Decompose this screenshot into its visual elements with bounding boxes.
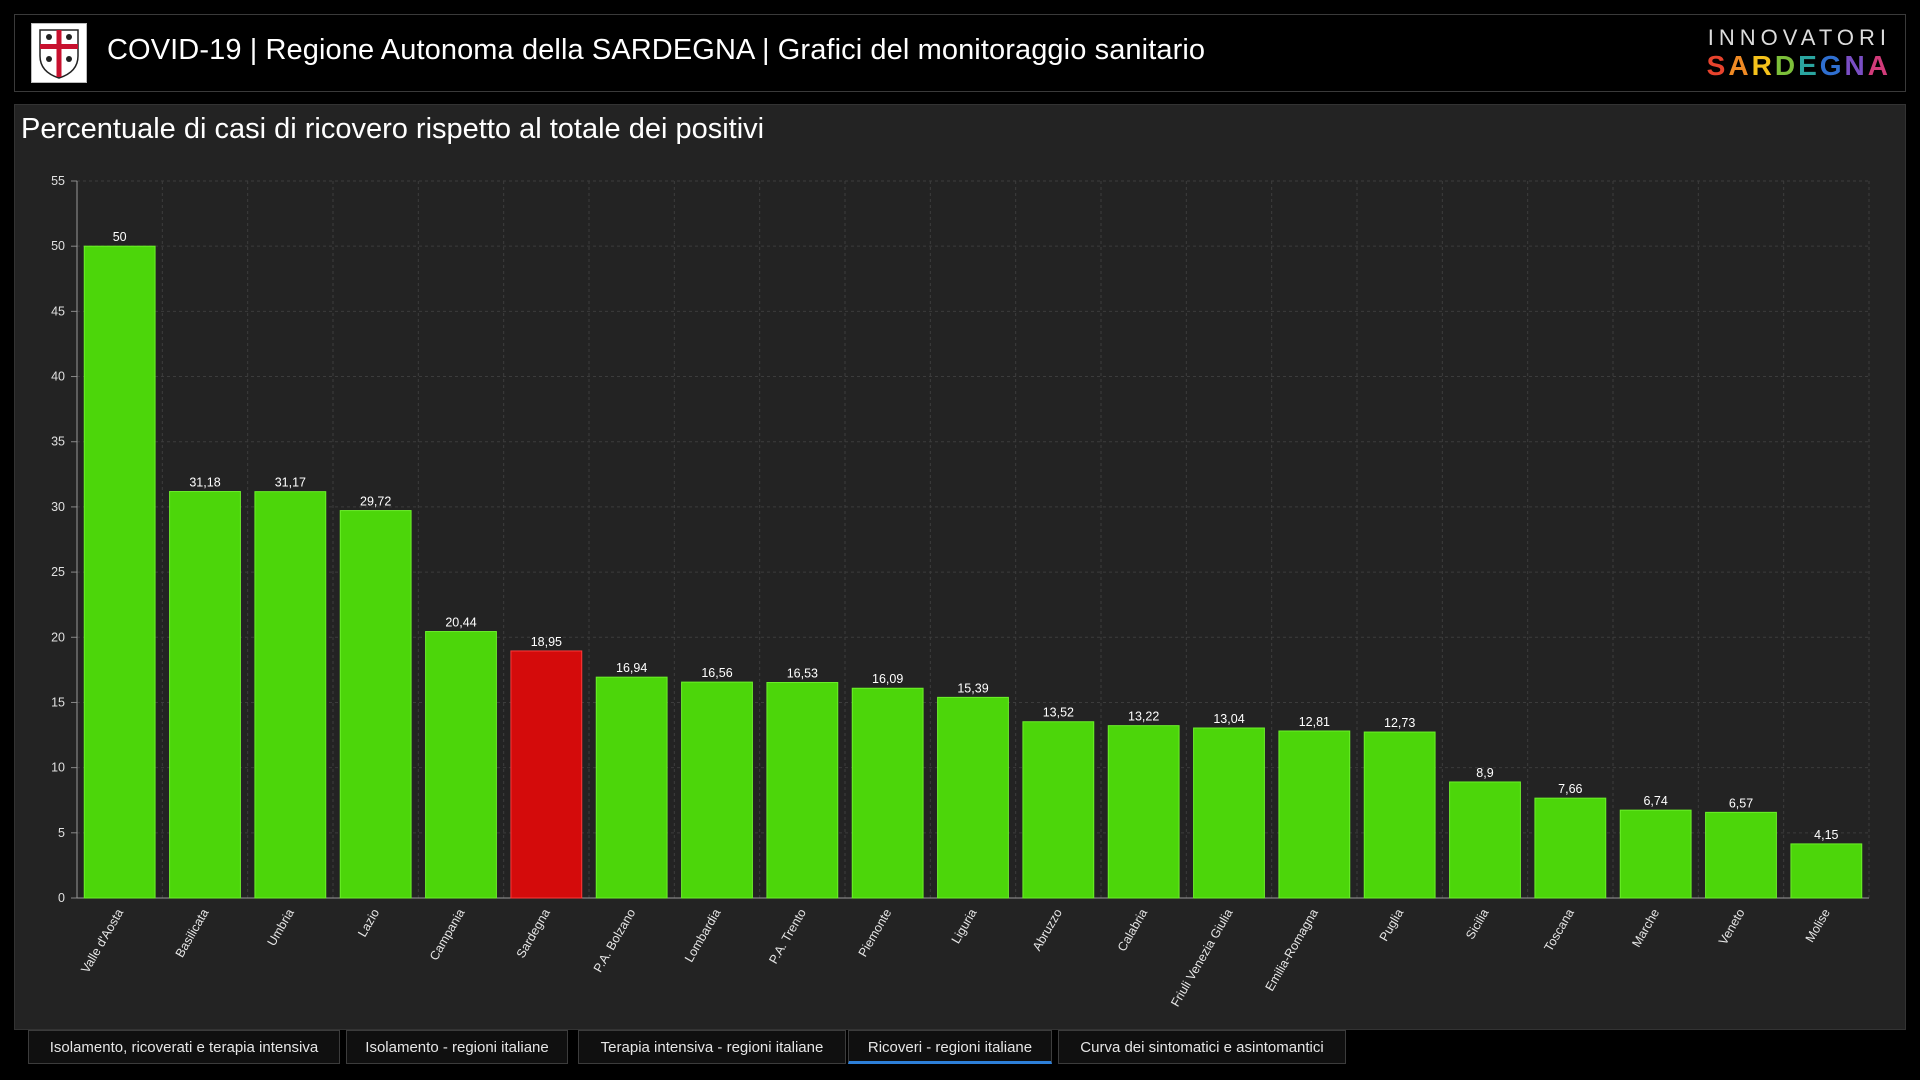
brand-top-text: INNOVATORI [1707,25,1891,50]
bar-calabria[interactable] [1107,725,1180,899]
y-tick-label: 40 [51,370,65,384]
tab-5[interactable]: Curva dei sintomatici e asintomantici [1058,1030,1346,1064]
data-label: 31,17 [275,476,306,490]
bar-puglia[interactable] [1363,731,1436,899]
data-label: 13,04 [1213,712,1244,726]
x-tick-label: Liguria [949,906,980,946]
bar-abruzzo[interactable] [1022,721,1095,899]
x-tick-label: Umbria [265,906,297,948]
data-label: 12,73 [1384,716,1415,730]
bar-friuli-venezia-giulia[interactable] [1193,727,1265,899]
x-tick-label: Valle d'Aosta [78,906,126,975]
y-tick-label: 0 [58,891,65,905]
x-tick-label: Puglia [1377,906,1407,943]
tab-1[interactable]: Isolamento, ricoverati e terapia intensi… [28,1030,340,1064]
bar-chart: 0 5 10 15 20 25 30 35 40 45 50 55 50 Valle d'Aosta 31… [51,174,1870,1009]
bar-molise[interactable] [1790,843,1863,899]
app-header: COVID-19 | Regione Autonoma della SARDEG… [14,14,1906,92]
data-label: 16,94 [616,661,647,675]
bar-piemonte[interactable] [851,687,924,899]
data-label: 16,09 [872,672,903,686]
bar-lazio[interactable] [339,510,412,899]
bar-sardegna[interactable] [510,650,583,899]
x-tick-label: Piemonte [856,906,895,959]
x-tick-label: Emilia-Romagna [1263,906,1321,993]
x-tick-label: Sicilia [1463,906,1491,941]
data-label: 16,53 [787,667,818,681]
innovatori-sardegna-logo: INNOVATORI SARDEGNA [1707,25,1891,81]
y-tick-label: 50 [51,239,65,253]
x-tick-label: Lazio [355,906,382,939]
data-label: 6,74 [1643,794,1667,808]
y-tick-label: 45 [51,304,65,318]
data-label: 29,72 [360,495,391,509]
y-tick-label: 35 [51,435,65,449]
bar-sicilia[interactable] [1449,781,1521,899]
bar-toscana[interactable] [1534,797,1607,899]
x-tick-label: Campania [427,906,468,962]
bar-valle-d-aosta[interactable] [83,245,156,899]
bar-liguria[interactable] [937,696,1009,899]
tab-3[interactable]: Terapia intensiva - regioni italiane [578,1030,846,1064]
data-label: 18,95 [531,635,562,649]
data-label: 4,15 [1814,828,1838,842]
bar-campania[interactable] [425,631,497,899]
y-tick-label: 10 [51,761,65,775]
x-tick-label: Toscana [1542,906,1577,953]
bar-p-a-trento[interactable] [766,682,839,899]
tab-2[interactable]: Isolamento - regioni italiane [346,1030,568,1064]
data-label: 13,22 [1128,710,1159,724]
x-tick-label: Veneto [1716,906,1748,947]
y-tick-label: 5 [58,826,65,840]
x-tick-label: Molise [1803,906,1833,944]
data-label: 31,18 [189,476,220,490]
y-tick-label: 55 [51,174,65,188]
bar-p-a-bolzano[interactable] [595,676,668,899]
bar-lombardia[interactable] [681,681,753,899]
x-tick-label: P.A. Bolzano [591,906,638,974]
bar-basilicata[interactable] [169,491,241,899]
data-label: 16,56 [701,666,732,680]
bar-emilia-romagna[interactable] [1278,730,1351,899]
x-tick-label: Lombardia [682,906,724,964]
brand-bottom-text: SARDEGNA [1706,50,1891,81]
x-tick-label: P.A. Trento [766,906,809,966]
bar-marche[interactable] [1619,809,1692,899]
chart-title: Percentuale di casi di ricovero rispetto… [21,113,765,145]
y-tick-label: 15 [51,695,65,709]
data-label: 50 [113,230,127,244]
x-tick-label: Friuli Venezia Giulia [1168,906,1235,1009]
y-tick-label: 20 [51,630,65,644]
x-tick-label: Marche [1629,906,1662,949]
data-label: 13,52 [1043,706,1074,720]
bar-umbria[interactable] [254,491,327,899]
data-label: 20,44 [445,616,476,630]
bar-veneto[interactable] [1705,811,1777,899]
x-tick-label: Calabria [1115,906,1150,953]
data-label: 15,39 [957,681,988,695]
tab-4[interactable]: Ricoveri - regioni italiane [848,1030,1052,1064]
data-label: 6,57 [1729,796,1753,810]
sardinia-crest-logo [31,23,87,83]
x-tick-label: Basilicata [173,906,212,959]
x-tick-label: Abruzzo [1030,906,1065,953]
app-title: COVID-19 | Regione Autonoma della SARDEG… [107,34,1206,66]
data-label: 8,9 [1476,766,1493,780]
y-tick-label: 25 [51,565,65,579]
x-tick-label: Sardegna [514,906,553,960]
data-label: 12,81 [1299,715,1330,729]
chart-panel: 0 5 10 15 20 25 30 35 40 45 50 55 50 Valle d'Aosta 31… [14,104,1906,1030]
y-tick-label: 30 [51,500,65,514]
chart-bars [83,245,1863,899]
data-label: 7,66 [1558,782,1582,796]
